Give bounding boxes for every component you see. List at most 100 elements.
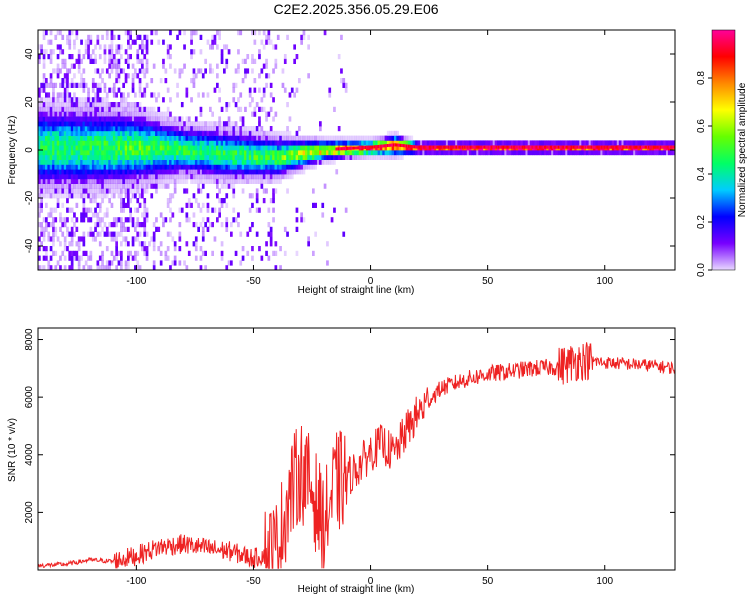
spectrogram-ridge-cell [471,145,474,149]
spectrogram-cell [115,231,118,237]
spectrogram-cell [253,135,257,141]
spectrogram-cell [91,87,95,93]
spectrogram-ridge-cell [451,145,454,149]
spectrogram-cell [267,164,271,170]
spectrogram-cell [73,154,76,160]
spectrogram-cell [286,164,289,170]
spectrogram-cell [70,97,74,103]
spectrogram-cell [309,145,313,151]
spectrogram-cell [166,150,170,156]
spectrogram-cell [157,183,161,189]
spectrogram-cell [115,178,118,184]
spectrogram-cell [77,102,81,108]
spectrogram-cell [138,174,142,180]
spectrogram-cell [333,135,336,141]
spectrogram-cell [204,154,207,160]
spectrogram-cell [274,169,278,175]
spectrogram-cell [180,145,184,151]
spectrogram-cell [319,135,322,141]
spectrogram-cell [98,222,102,228]
spectrogram-cell [101,188,104,194]
spectrogram-cell [101,154,104,160]
spectrogram-cell [253,130,257,136]
spectrogram-cell [171,130,175,136]
spectrogram-cell [166,178,170,184]
spectrogram-ridge-cell [559,145,561,149]
spectrogram-cell [138,241,142,247]
spectrogram-cell [283,58,287,64]
spectrogram-cell [110,102,114,108]
spectrogram-cell [180,130,184,136]
spectrogram-cell [136,159,140,165]
spectrogram-cell [450,140,453,146]
spectrogram-cell [279,154,282,160]
spectrogram-cell [122,150,125,156]
spectrogram-cell [59,150,62,156]
spectrogram-cell [572,140,575,146]
spectrogram-cell [120,178,123,184]
spectrogram-cell [204,130,207,136]
spectrogram-ridge-cell [384,144,387,148]
spectrogram-cell [183,174,186,180]
spectrogram-cell [105,207,109,213]
spectrogram-cell [80,188,83,194]
spectrogram-cell [98,73,102,79]
spectrogram-cell [199,121,203,127]
spectrogram-cell [124,193,128,199]
spectrogram-ridge-cell [409,144,411,148]
spectrogram-cell [143,217,147,223]
spectrogram-cell [232,140,236,146]
spectrogram-cell [49,73,53,79]
spectrogram-cell [255,145,259,151]
spectrogram-cell [38,44,41,50]
spectrogram-cell [61,183,65,189]
spectrogram-cell [159,212,163,218]
spectrogram-cell [344,150,348,156]
spectrogram-cell [75,202,79,208]
snr-x-tick-label: 50 [482,576,494,587]
spectrogram-cell [365,150,369,156]
spectrogram-cell [108,265,111,270]
spectrogram-cell [61,102,65,108]
spectrogram-cell [96,212,100,218]
spectrogram-cell [152,222,156,228]
spectrogram-ridge-cell [439,145,442,149]
spectrogram-cell [281,159,285,165]
spectrogram-cell [326,260,329,266]
spectrogram-cell [272,207,275,213]
spectrogram-cell [237,178,240,184]
spectrogram-cell [66,246,69,252]
spectrogram-cell [194,241,198,247]
spectrogram-ridge-cell [403,144,406,148]
spectrogram-cell [166,169,170,175]
spectrogram-cell [611,140,615,146]
spectrogram-cell [265,116,268,122]
spectrogram-cell [82,68,86,74]
spectrogram-cell [295,154,299,160]
spectrogram-cell [94,135,97,141]
spectrogram-cell [61,82,65,88]
spectrogram-ridge-cell [604,145,607,149]
spectrogram-cell [164,78,168,84]
spectrogram-cell [258,126,261,132]
spectrogram-cell [258,178,261,184]
spectrogram-cell [66,126,69,132]
spectrogram-cell [59,265,62,270]
spectrogram-cell [218,116,221,122]
spectrogram-cell [105,126,109,132]
spectrogram-cell [272,159,275,165]
spectrogram-cell [176,178,179,184]
spectrogram-cell [223,135,226,141]
spectrogram-cell [255,140,259,146]
spectrogram-cell [52,231,55,237]
spectrogram-cell [548,140,552,146]
spectrogram-cell [394,145,397,151]
spectrogram-cell [136,116,140,122]
spectrogram-cell [96,135,100,141]
spectrogram-cell [337,135,341,141]
spectrogram-ridge-cell [357,146,360,150]
spectrogram-ridge-cell [507,145,510,149]
spectrogram-cell [246,150,250,156]
spectrogram-cell [56,111,60,117]
spectrogram-cell [45,145,48,151]
